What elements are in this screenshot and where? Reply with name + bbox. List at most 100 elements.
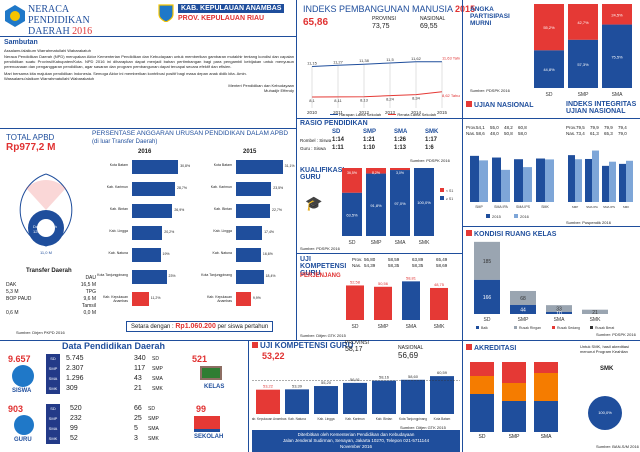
ruang-kelas-baik-label: 10 xyxy=(556,311,562,317)
anggaran-bar-value: 17,4% xyxy=(264,230,275,234)
kualifikasi-red-label: 8,2% xyxy=(372,171,380,175)
anggaran-bar xyxy=(132,292,149,306)
kelas-card: 340 SD 117 SMP 43 SMA 21 SMK 521 KELAS xyxy=(134,354,225,392)
anggaran-subtitle: (di luar Transfer Daerah) xyxy=(92,139,158,145)
un-cat-label: SMA IPA xyxy=(494,205,508,209)
anggaran-row-label: Kab. Natuna xyxy=(212,251,232,255)
guru-total: 903 xyxy=(8,404,24,414)
ipm-rata-label: 8,11 xyxy=(334,98,342,103)
ukg-cat-label: SMA xyxy=(406,324,418,330)
ukg-bar xyxy=(374,286,392,320)
un-source: Sumber: Puspendik 2016 xyxy=(566,220,611,225)
anggaran-bar-value: 20,2% xyxy=(164,230,175,234)
ukg-kab-value-label: 58,60 xyxy=(408,374,419,379)
ipm-year-label: 2011 xyxy=(333,110,343,115)
ukg-kab-cat-label: Kab. Natuna xyxy=(288,417,306,421)
kualifikasi-legend-label: ≥ S1 xyxy=(446,197,453,201)
dana-daerah-value: 124,6 M xyxy=(33,229,48,234)
ukg-kab-bar xyxy=(314,386,338,414)
ukg-bar xyxy=(430,287,448,320)
anggaran-bar-value: 22,7% xyxy=(272,208,282,212)
anggaran-row-label: Kab. Kepulauan Anambas xyxy=(207,295,232,303)
un-legend-2016 xyxy=(514,214,518,218)
region-name: KAB. KEPULAUAN ANAMBAS xyxy=(178,4,285,13)
apm-blue-label: 57,3% xyxy=(577,62,589,67)
integritas-bar-2016 xyxy=(626,160,633,202)
ukg-value-label: 48,75 xyxy=(434,282,445,287)
un-cat-label: SMP xyxy=(475,205,483,209)
ipm-year-label: 2010 xyxy=(307,110,318,115)
anggaran-row-label: Kota Batam xyxy=(213,163,232,167)
kualifikasi-title: KUALIFIKASI GURU xyxy=(300,167,345,181)
un-legend-label: 2015 xyxy=(492,214,502,219)
integritas-bar-2015 xyxy=(619,163,626,202)
anggaran-bar xyxy=(236,204,271,218)
kualifikasi-blue-label: 97,0% xyxy=(394,201,406,206)
un-cat-label: SMK xyxy=(541,205,549,209)
apm-cat-label: SMP xyxy=(578,92,590,98)
apm-blue-label: 44,8% xyxy=(543,67,555,72)
ipm-rata-label: 8,24 xyxy=(386,97,395,102)
data-pendidikan-title: Data Pendidikan Daerah xyxy=(62,341,166,351)
anggaran-bar xyxy=(132,270,167,284)
anggaran-bar xyxy=(236,226,263,240)
akreditasi-smk-label: SMK xyxy=(600,366,614,372)
apm-red-label: 55,2% xyxy=(543,25,555,30)
integritas-cat-label: SMP xyxy=(572,205,579,209)
anggaran-bar-value: 9,9% xyxy=(252,296,261,300)
anggaran-row-label: Kab. Kepulauan Anambas xyxy=(103,295,128,303)
un-bar-2015 xyxy=(470,155,479,202)
ukg-kab-value-label: 58,16 xyxy=(379,375,390,380)
guru-label: GURU xyxy=(14,437,32,443)
un-compare: Prov. 54,1 55,0 48,2 60,8 Nas. 58,6 48,0 50,8 58… xyxy=(466,125,527,136)
ruang-kelas-baik-label: 44 xyxy=(520,307,526,313)
ukg-kab-nat-label: NASIONAL xyxy=(398,345,424,351)
integritas-bar-2016 xyxy=(575,159,582,202)
apbd-title: TOTAL APBD xyxy=(6,133,55,142)
kualifikasi-cat-label: SMP xyxy=(371,240,383,246)
ukg-kab-chart: 53,22 Kab. Kepulauan Anambas 53,39 Kab. Nat… xyxy=(252,370,460,421)
ukg-value-label: 50,56 xyxy=(378,281,389,286)
ukg-kab-bar xyxy=(372,380,396,414)
transfer-value: 11,0 M xyxy=(40,250,52,255)
ipm-rata-label: 8,34 xyxy=(412,96,421,101)
ipm-rata-label: 8,62 Tahun xyxy=(442,93,460,98)
ukg-title: UJI KOMPETENSI GURU xyxy=(300,256,347,277)
ukg-kab-value-label: 56,91 xyxy=(350,377,361,382)
ruang-kelas-legend-label: Baik xyxy=(481,326,488,330)
ruang-kelas-top-label: 68 xyxy=(520,296,526,302)
integritas-bar-2016 xyxy=(592,150,599,202)
kualifikasi-blue-label: 63,5% xyxy=(346,212,358,217)
un-title: UJIAN NASIONAL xyxy=(466,101,534,109)
anggaran-row: Kab. Lingga 17,4% xyxy=(196,224,296,244)
kualifikasi-bar-red xyxy=(366,168,386,174)
siswa-icon xyxy=(12,365,34,387)
apm-bar-red xyxy=(568,4,598,40)
ukg-kab-bar xyxy=(343,382,367,414)
kualifikasi-bar-blue xyxy=(342,192,362,236)
ukg-kab-nat-value: 56,69 xyxy=(398,351,419,360)
anggaran-bar xyxy=(236,292,251,306)
akreditasi-segment xyxy=(502,362,526,383)
akreditasi-segment xyxy=(470,376,494,394)
ruang-kelas-baik-label: 166 xyxy=(483,295,492,301)
sambutan-title: Sambutan xyxy=(4,39,38,46)
ukg-bar xyxy=(346,285,364,320)
kualifikasi-legend-red xyxy=(440,188,444,192)
akreditasi-segment xyxy=(534,400,558,432)
anggaran-row: Kab. Natuna 16,6% xyxy=(196,246,296,266)
ipm-prov-label: PROVINSI xyxy=(372,16,396,22)
kualifikasi-cat-label: SD xyxy=(349,240,356,246)
apm-cat-label: SD xyxy=(546,92,553,98)
akreditasi-segment xyxy=(502,400,526,432)
anggaran-chart-2015: Kota Batam 31,1% Kab. Karimun 23,5% Kab. Bin… xyxy=(196,158,296,318)
transfer-label: Transfer Daerah xyxy=(26,268,72,274)
anggaran-row-label: Kab. Bintan xyxy=(213,207,232,211)
anggaran-chart-2016: Kota Batam 30,8% Kab. Karimun 28,7% Kab. Bin… xyxy=(92,158,192,318)
anggaran-row: Kab. Bintan 22,7% xyxy=(196,202,296,222)
anggaran-row: Kab. Kepulauan Anambas 11,2% xyxy=(92,290,192,310)
ipm-nat-label: NASIONAL xyxy=(420,16,446,22)
ruang-kelas-bar-top xyxy=(546,305,572,312)
ukg-kab-prov-label: PROVINSI xyxy=(345,340,369,346)
